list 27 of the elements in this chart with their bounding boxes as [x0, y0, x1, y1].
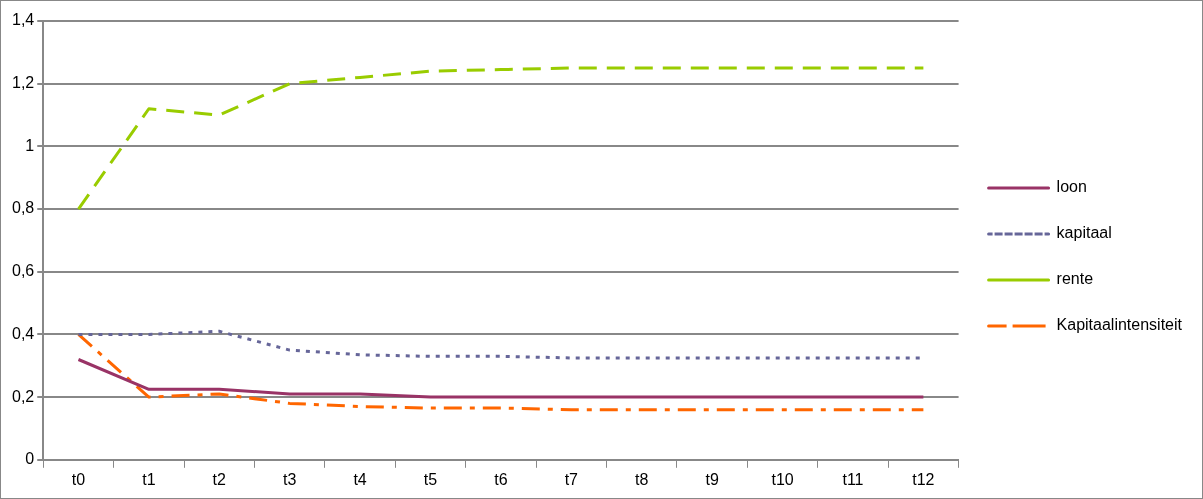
- x-tick-label: t3: [283, 470, 297, 488]
- x-tick-label: t7: [564, 470, 579, 488]
- line-series: [76, 66, 925, 211]
- x-tick-label: t2: [212, 470, 227, 488]
- x-tick-label: t5: [423, 470, 438, 488]
- legend-label: loon: [1056, 178, 1087, 196]
- x-tick-label: t0: [71, 470, 86, 488]
- y-tick-label: 0: [25, 450, 35, 468]
- x-tick-label: t8: [635, 470, 649, 488]
- x-tick-label: t12: [912, 470, 935, 488]
- x-tick-label: t1: [142, 470, 156, 488]
- legend-label: kapitaal: [1056, 224, 1112, 242]
- y-tick-label: 0,8: [11, 199, 35, 217]
- legend-label: Kapitaalintensiteit: [1056, 316, 1183, 334]
- line-series: [76, 332, 925, 412]
- y-tick-label: 1,4: [11, 11, 35, 29]
- y-tick-label: 1,2: [11, 74, 35, 92]
- x-tick-label: t4: [353, 470, 367, 488]
- x-tick-label: t9: [705, 470, 719, 488]
- x-tick-label: t10: [771, 470, 794, 488]
- x-tick-label: t6: [494, 470, 508, 488]
- x-tick-label: t11: [842, 470, 864, 488]
- y-tick-label: 0,4: [11, 324, 35, 342]
- y-tick-label: 1: [25, 136, 35, 154]
- y-tick-label: 0,2: [11, 387, 35, 405]
- legend-label: rente: [1056, 270, 1094, 288]
- y-tick-label: 0,6: [11, 262, 35, 280]
